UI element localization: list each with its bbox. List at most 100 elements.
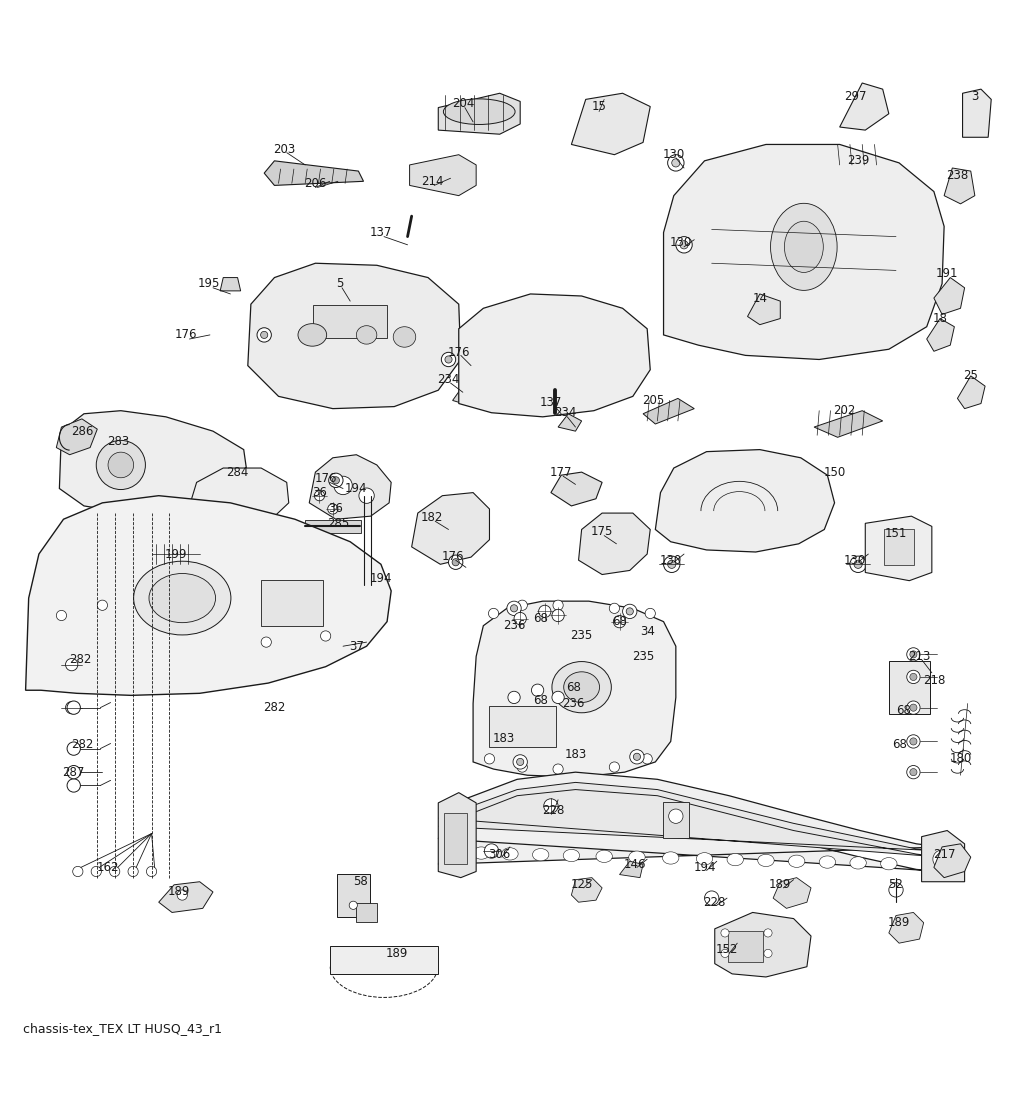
Text: 217: 217 <box>933 848 955 861</box>
Polygon shape <box>571 878 602 902</box>
Text: 183: 183 <box>564 749 587 762</box>
Ellipse shape <box>108 453 133 478</box>
Text: 176: 176 <box>447 346 470 359</box>
Ellipse shape <box>67 778 80 793</box>
Ellipse shape <box>488 608 499 618</box>
Bar <box>313 305 387 338</box>
Ellipse shape <box>332 477 340 484</box>
Text: 285: 285 <box>327 517 349 530</box>
Ellipse shape <box>889 883 903 898</box>
Text: 238: 238 <box>946 169 969 182</box>
Text: 68: 68 <box>896 704 910 718</box>
Ellipse shape <box>484 754 495 764</box>
Text: 125: 125 <box>570 879 593 891</box>
Text: 213: 213 <box>908 650 931 662</box>
Ellipse shape <box>473 847 489 859</box>
Ellipse shape <box>67 701 80 714</box>
Ellipse shape <box>508 691 520 703</box>
Ellipse shape <box>596 850 612 862</box>
Ellipse shape <box>358 577 375 593</box>
Text: 282: 282 <box>71 737 93 751</box>
Polygon shape <box>453 386 479 406</box>
Polygon shape <box>220 277 241 290</box>
Polygon shape <box>814 411 883 437</box>
Text: 177: 177 <box>550 466 572 479</box>
Text: 306: 306 <box>488 848 511 861</box>
Ellipse shape <box>609 762 620 772</box>
Ellipse shape <box>441 352 456 367</box>
Text: 68: 68 <box>612 615 627 628</box>
Text: 36: 36 <box>312 486 327 499</box>
Polygon shape <box>620 861 643 878</box>
Text: 130: 130 <box>659 554 682 566</box>
Ellipse shape <box>705 891 719 905</box>
Ellipse shape <box>502 848 518 860</box>
Text: 194: 194 <box>370 572 392 585</box>
Text: 68: 68 <box>534 694 548 707</box>
Text: 203: 203 <box>273 144 296 156</box>
Ellipse shape <box>663 852 679 864</box>
Text: 36: 36 <box>329 502 343 516</box>
Ellipse shape <box>645 608 655 618</box>
Text: 3: 3 <box>971 89 979 103</box>
Ellipse shape <box>629 851 645 863</box>
Ellipse shape <box>907 701 920 714</box>
Text: 214: 214 <box>421 174 443 188</box>
Ellipse shape <box>907 765 920 778</box>
Polygon shape <box>840 83 889 130</box>
Text: 176: 176 <box>314 471 337 485</box>
Text: 152: 152 <box>716 943 738 956</box>
Ellipse shape <box>513 755 527 769</box>
Text: 182: 182 <box>421 511 443 523</box>
Text: 137: 137 <box>370 226 392 238</box>
Ellipse shape <box>97 601 108 611</box>
Ellipse shape <box>553 601 563 611</box>
Ellipse shape <box>358 488 375 503</box>
Text: 68: 68 <box>534 612 548 625</box>
Ellipse shape <box>334 476 352 495</box>
Polygon shape <box>571 93 650 155</box>
Ellipse shape <box>696 852 713 864</box>
Polygon shape <box>56 418 97 455</box>
Text: 239: 239 <box>847 155 869 168</box>
Bar <box>337 873 370 916</box>
Polygon shape <box>889 912 924 943</box>
Ellipse shape <box>544 799 558 814</box>
Polygon shape <box>438 783 942 857</box>
Bar <box>489 705 555 746</box>
Ellipse shape <box>788 856 805 868</box>
Ellipse shape <box>110 867 120 877</box>
Bar <box>889 660 930 714</box>
Text: 130: 130 <box>663 148 685 161</box>
Text: 194: 194 <box>345 482 368 495</box>
Text: 68: 68 <box>566 681 581 693</box>
Polygon shape <box>773 878 811 909</box>
Text: 204: 204 <box>452 97 474 110</box>
Ellipse shape <box>764 949 772 957</box>
Polygon shape <box>412 492 489 564</box>
Text: 236: 236 <box>562 697 585 710</box>
Ellipse shape <box>128 867 138 877</box>
Ellipse shape <box>517 762 527 772</box>
Ellipse shape <box>910 768 918 776</box>
Ellipse shape <box>784 221 823 273</box>
Text: chassis-tex_TEX LT HUSQ_43_r1: chassis-tex_TEX LT HUSQ_43_r1 <box>23 1022 221 1036</box>
Polygon shape <box>438 793 476 878</box>
Text: 183: 183 <box>493 732 515 745</box>
Polygon shape <box>934 843 971 878</box>
Text: 150: 150 <box>823 466 846 479</box>
Text: 202: 202 <box>834 404 856 417</box>
Text: 287: 287 <box>62 766 85 778</box>
Bar <box>664 803 689 838</box>
Ellipse shape <box>314 490 325 501</box>
Ellipse shape <box>150 573 216 623</box>
Bar <box>356 903 377 922</box>
Ellipse shape <box>907 670 920 683</box>
Ellipse shape <box>563 672 599 702</box>
Ellipse shape <box>349 901 357 910</box>
Bar <box>727 931 764 962</box>
Text: 176: 176 <box>175 328 198 341</box>
Text: 18: 18 <box>933 312 947 325</box>
Polygon shape <box>848 155 879 178</box>
Ellipse shape <box>329 474 343 488</box>
